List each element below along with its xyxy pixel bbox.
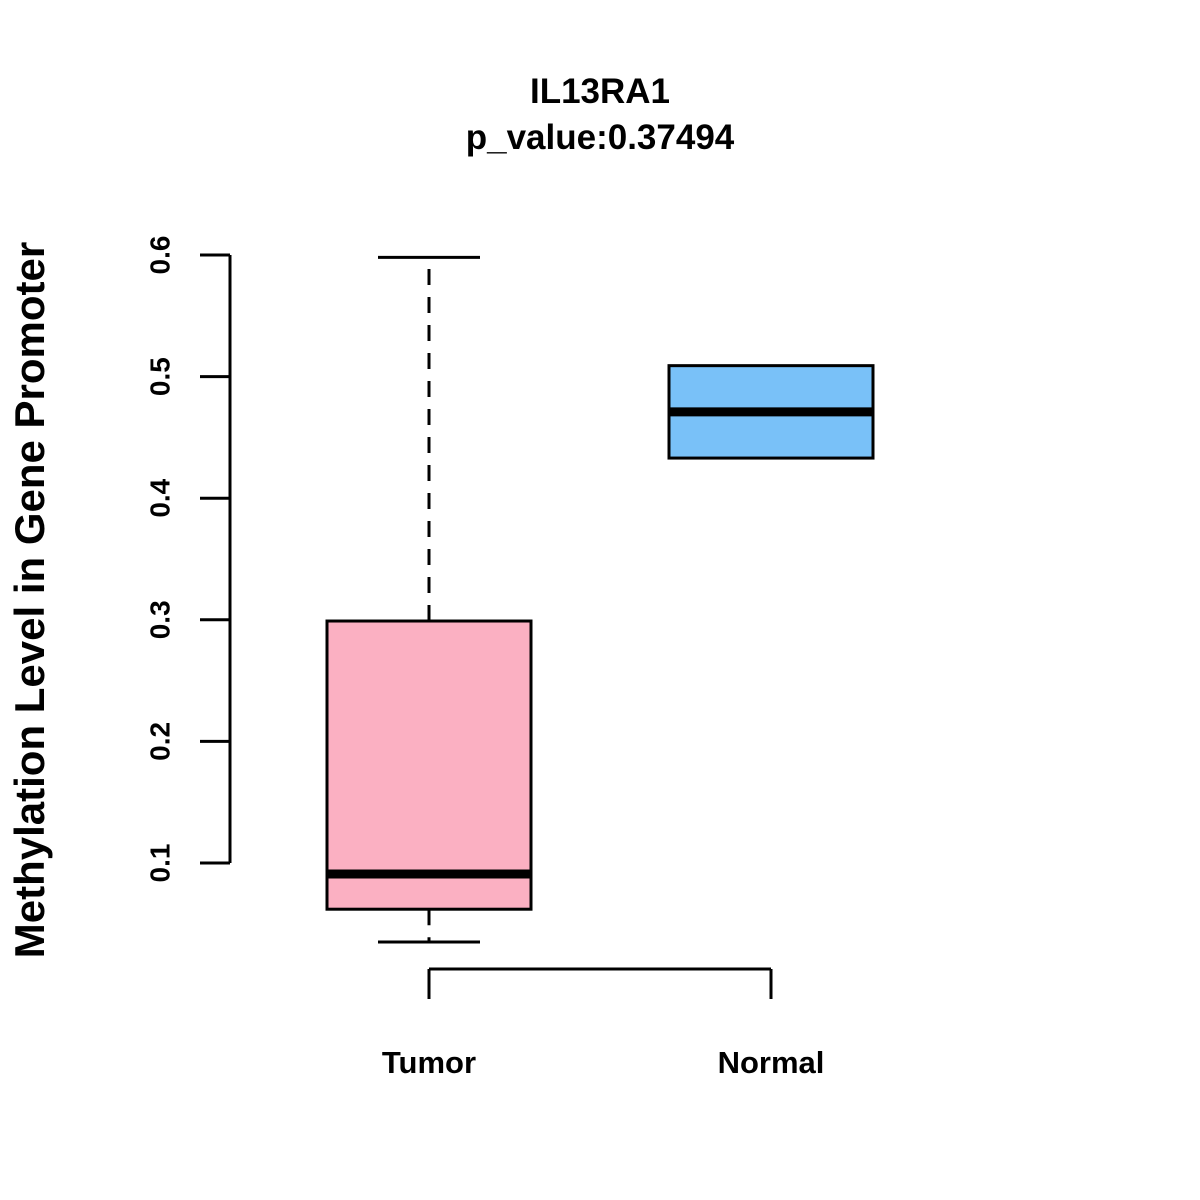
box-normal (667, 364, 875, 460)
y-tick-label: 0.2 (144, 722, 175, 761)
y-tick-label: 0.4 (144, 478, 175, 517)
y-tick-label: 0.1 (144, 844, 175, 883)
y-tick-label: 0.3 (144, 600, 175, 639)
x-axis: Tumor Normal (382, 967, 825, 1080)
box-tumor (325, 255, 533, 944)
x-tick-label: Tumor (382, 1045, 476, 1080)
chart-title: IL13RA1 (529, 72, 671, 111)
chart-subtitle: p_value:0.37494 (465, 118, 735, 157)
y-tick-label: 0.5 (144, 357, 175, 396)
boxes (325, 255, 875, 944)
y-axis: 0.1 0.2 0.3 0.4 0.5 0.6 (144, 236, 232, 883)
box-rect (325, 619, 533, 911)
x-tick-label: Normal (718, 1045, 825, 1080)
y-tick-label: 0.6 (144, 236, 175, 275)
